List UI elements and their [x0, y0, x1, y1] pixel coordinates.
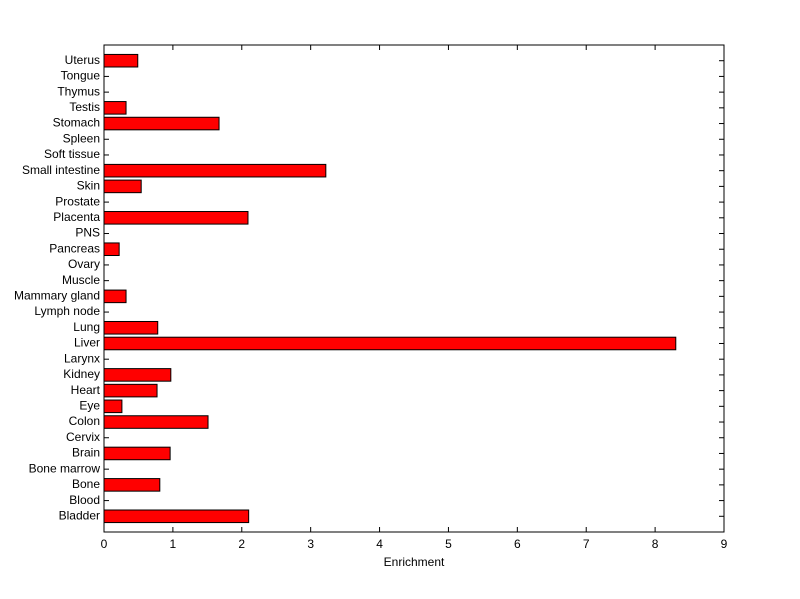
- bar: [103, 211, 249, 225]
- y-tick-label: Skin: [77, 179, 100, 193]
- y-tick-label: Testis: [69, 100, 100, 114]
- y-tick-label: Placenta: [53, 210, 100, 224]
- y-tick-label: Small intestine: [22, 163, 100, 177]
- bar: [103, 368, 172, 382]
- y-tick-label: Bladder: [59, 508, 100, 522]
- x-tick-label: 5: [445, 537, 452, 551]
- bar: [103, 242, 120, 257]
- bar: [103, 383, 158, 398]
- y-tick-label: Bone: [72, 477, 100, 491]
- bar: [103, 478, 161, 492]
- y-tick-label: Pancreas: [49, 241, 100, 255]
- y-tick-label: Cervix: [66, 430, 100, 444]
- bar: [103, 509, 250, 524]
- bar: [103, 399, 123, 414]
- y-tick-label: Lung: [73, 320, 100, 334]
- x-tick-label: 9: [721, 537, 728, 551]
- bar: [103, 116, 220, 131]
- y-tick-label: Blood: [69, 493, 100, 507]
- y-tick-label: Soft tissue: [44, 147, 100, 161]
- x-tick-label: 6: [514, 537, 521, 551]
- y-tick-label: Uterus: [65, 53, 100, 67]
- y-tick-label: Kidney: [63, 367, 100, 381]
- y-tick-label: PNS: [75, 226, 100, 240]
- y-tick-label: Brain: [72, 446, 100, 460]
- y-tick-label: Lymph node: [34, 304, 100, 318]
- bar: [103, 163, 327, 178]
- bar: [103, 179, 142, 194]
- y-tick-label: Tongue: [61, 69, 101, 83]
- y-tick-label: Heart: [71, 383, 101, 397]
- bar: [103, 336, 677, 351]
- x-tick-label: 2: [238, 537, 245, 551]
- y-tick-label: Larynx: [64, 351, 100, 365]
- y-tick-label: Thymus: [57, 84, 100, 98]
- y-tick-label: Prostate: [55, 194, 100, 208]
- x-tick-label: 8: [652, 537, 659, 551]
- x-tick-label: 7: [583, 537, 590, 551]
- y-tick-label: Mammary gland: [14, 289, 100, 303]
- y-tick-label: Bone marrow: [29, 461, 101, 475]
- y-tick-label: Spleen: [63, 131, 100, 145]
- x-tick-label: 1: [170, 537, 177, 551]
- x-axis-label: Enrichment: [384, 555, 445, 569]
- x-tick-label: 0: [101, 537, 108, 551]
- y-tick-label: Colon: [69, 414, 100, 428]
- x-tick-label: 4: [376, 537, 383, 551]
- bar: [103, 446, 171, 461]
- bar: [103, 320, 159, 335]
- y-tick-label: Ovary: [68, 257, 100, 271]
- y-tick-label: Eye: [79, 398, 100, 412]
- bar: [103, 101, 127, 115]
- bar: [103, 415, 209, 429]
- y-tick-label: Liver: [74, 336, 100, 350]
- y-tick-label: Muscle: [62, 273, 100, 287]
- x-tick-label: 3: [307, 537, 314, 551]
- bar: [103, 289, 127, 304]
- bar: [103, 53, 139, 68]
- y-tick-label: Stomach: [53, 116, 100, 130]
